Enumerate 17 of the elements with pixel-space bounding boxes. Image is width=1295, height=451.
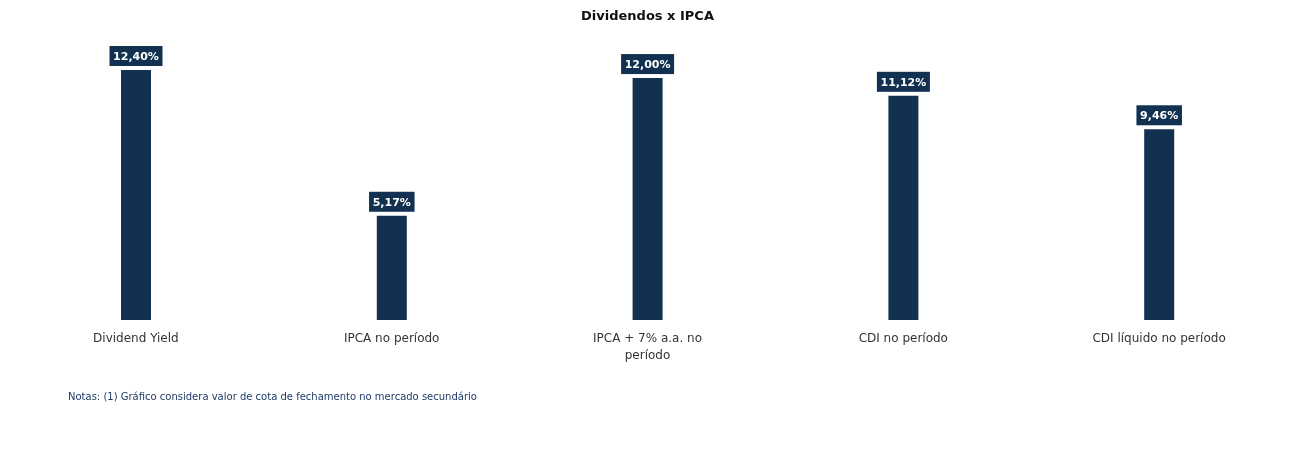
bar (888, 95, 919, 320)
bar (121, 70, 151, 320)
text: Notas: (1) Gráfico considera valor de cota de fechamento no mercado secundário (68, 390, 478, 403)
bar (632, 78, 663, 320)
bar (376, 215, 407, 320)
bar (1144, 129, 1175, 320)
x-tick-label: IPCA + 7% a.a. no período (593, 331, 702, 362)
data-label: 5,17% (372, 195, 411, 209)
chart-title: Dividendos x IPCA (580, 8, 715, 25)
x-tick-label: CDI no período (858, 331, 948, 345)
data-label: 12,00% (624, 58, 671, 72)
x-tick-label: IPCA no período (343, 331, 440, 345)
data-label: 12,40% (113, 50, 159, 63)
x-tick-label: Dividend Yield (93, 331, 179, 345)
x-tick-label: CDI líquido no período (1092, 331, 1226, 345)
data-label: 11,12% (880, 75, 927, 89)
data-label: 9,46% (1140, 109, 1179, 123)
